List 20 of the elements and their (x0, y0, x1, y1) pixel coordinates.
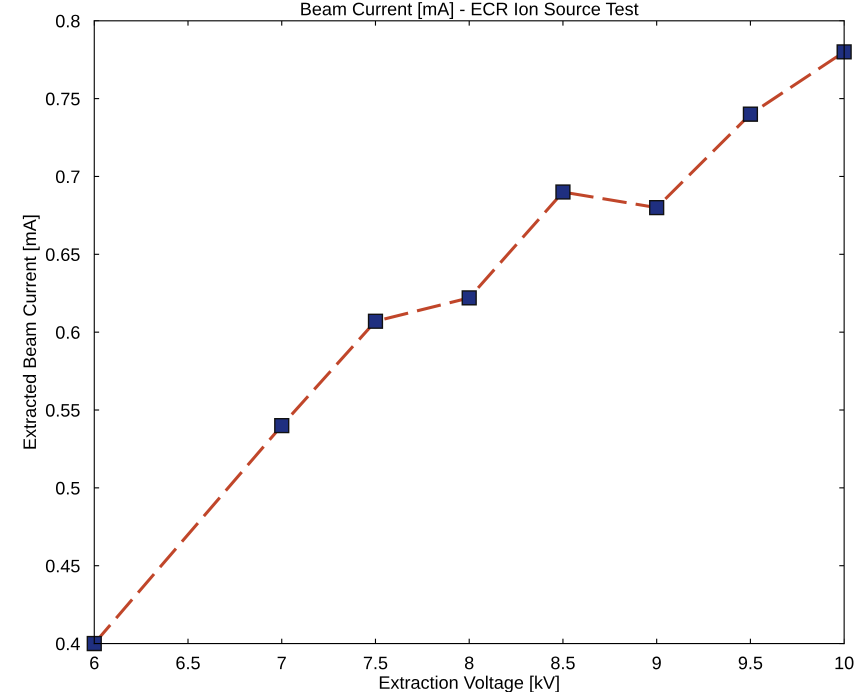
x-tick-label: 9.5 (738, 656, 762, 670)
y-tick-label: 0.55 (46, 404, 80, 417)
y-tick-label: 0.6 (56, 326, 80, 339)
x-tick-label: 10 (835, 656, 854, 670)
y-tick-label: 0.65 (46, 248, 80, 262)
x-tick-label: 8.5 (551, 656, 575, 670)
x-tick-label: 7 (278, 656, 286, 670)
x-tick-label: 7.5 (364, 656, 388, 670)
chart-title: Beam Current [mA] - ECR Ion Source Test (301, 2, 638, 19)
y-tick-label: 0.75 (46, 92, 80, 106)
y-tick-label: 0.7 (56, 170, 80, 184)
x-tick-label: 6 (90, 656, 98, 670)
y-tick-label: 0.5 (56, 482, 80, 495)
y-axis-title: Extracted Beam Current [mA] (22, 216, 40, 449)
y-tick-label: 0.8 (56, 14, 80, 28)
x-tick-label: 8 (464, 656, 474, 670)
y-tick-label: 0.4 (56, 637, 80, 650)
y-tick-label: 0.45 (46, 560, 80, 572)
x-tick-label: 6.5 (176, 656, 200, 670)
x-tick-label: 9 (652, 656, 661, 670)
